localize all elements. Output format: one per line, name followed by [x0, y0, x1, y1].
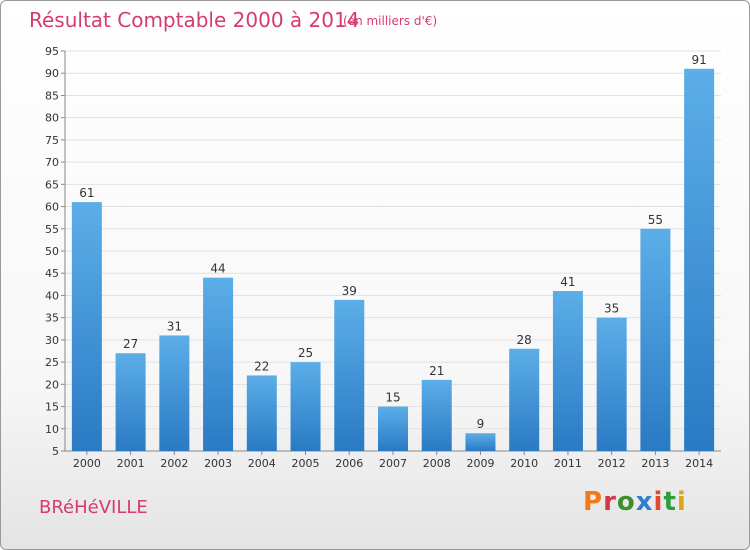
- bar-value-label: 91: [691, 53, 706, 67]
- bar-value-label: 27: [123, 337, 138, 351]
- chart-title: Résultat Comptable 2000 à 2014: [29, 8, 360, 32]
- y-tick-label: 5: [52, 445, 59, 458]
- bar-value-label: 9: [477, 417, 485, 431]
- y-tick-label: 95: [45, 45, 59, 58]
- bar-2010: [509, 348, 540, 451]
- y-tick-label: 45: [45, 267, 59, 280]
- x-tick-label: 2014: [685, 457, 713, 470]
- bar-2004: [246, 375, 277, 451]
- x-tick-label: 2004: [248, 457, 276, 470]
- y-tick-label: 55: [45, 223, 59, 236]
- y-tick-label: 90: [45, 67, 59, 80]
- bar-value-label: 28: [517, 333, 532, 347]
- x-tick-label: 2013: [641, 457, 669, 470]
- y-tick-label: 15: [45, 401, 59, 414]
- bar-value-label: 39: [342, 284, 357, 298]
- x-tick-label: 2003: [204, 457, 232, 470]
- bar-value-label: 61: [79, 186, 94, 200]
- x-tick-label: 2008: [423, 457, 451, 470]
- x-tick-label: 2010: [510, 457, 538, 470]
- y-tick-label: 85: [45, 89, 59, 102]
- y-tick-label: 35: [45, 312, 59, 325]
- x-tick-label: 2011: [554, 457, 582, 470]
- logo-letter: i: [653, 487, 664, 517]
- bar-2009: [465, 433, 496, 451]
- proxiti-logo[interactable]: Proxiti: [583, 487, 687, 517]
- y-tick-label: 60: [45, 201, 59, 214]
- logo-letter: x: [635, 487, 654, 517]
- axes: 5 10 15 20 25 30 35 40 45 50 55 60 65 70 75 80 85 90 95 200…: [45, 45, 721, 470]
- y-tick-label: 20: [45, 378, 59, 391]
- bar-2008: [421, 379, 452, 451]
- bar-2014: [684, 68, 715, 452]
- y-tick-label: 10: [45, 423, 59, 436]
- bar-2012: [596, 317, 627, 451]
- bars: [71, 68, 715, 452]
- logo-letter: t: [663, 487, 677, 517]
- place-name: BRéHéVILLE: [39, 497, 148, 518]
- bar-value-label: 15: [385, 391, 400, 405]
- logo-letter: o: [616, 487, 636, 517]
- bar-value-label: 41: [560, 275, 575, 289]
- x-tick-label: 2000: [73, 457, 101, 470]
- bar-2006: [334, 299, 365, 451]
- labels: 61 27 31 44 22 25 39 15 21 9 28 41 35 55 91: [79, 53, 707, 431]
- bar-value-label: 22: [254, 359, 269, 373]
- chart-subtitle: (en milliers d'€): [343, 14, 438, 28]
- bar-value-label: 31: [167, 319, 182, 333]
- x-tick-label: 2006: [335, 457, 363, 470]
- bar-2001: [115, 353, 146, 451]
- bar-value-label: 35: [604, 302, 619, 316]
- x-tick-label: 2005: [292, 457, 320, 470]
- logo-letter: P: [583, 487, 604, 517]
- bar-2013: [640, 228, 671, 451]
- y-tick-label: 80: [45, 112, 59, 125]
- y-tick-label: 50: [45, 245, 59, 258]
- bar-value-label: 25: [298, 346, 313, 360]
- y-tick-label: 65: [45, 178, 59, 191]
- logo-letter: r: [603, 487, 617, 517]
- y-tick-label: 75: [45, 134, 59, 147]
- bar-2011: [552, 291, 583, 451]
- y-tick-label: 30: [45, 334, 59, 347]
- x-tick-label: 2009: [466, 457, 494, 470]
- logo-letter: i: [676, 487, 687, 517]
- bar-value-label: 55: [648, 213, 663, 227]
- x-tick-label: 2012: [598, 457, 626, 470]
- bar-2002: [159, 335, 190, 451]
- bar-value-label: 44: [210, 262, 225, 276]
- bar-2003: [203, 277, 234, 451]
- bar-2000: [71, 202, 102, 451]
- bar-2007: [378, 406, 408, 451]
- x-tick-label: 2001: [117, 457, 145, 470]
- x-tick-label: 2002: [160, 457, 188, 470]
- bar-value-label: 21: [429, 364, 444, 378]
- y-tick-label: 70: [45, 156, 59, 169]
- y-tick-label: 25: [45, 356, 59, 369]
- y-tick-label: 40: [45, 289, 59, 302]
- x-tick-label: 2007: [379, 457, 407, 470]
- bar-2005: [290, 362, 321, 451]
